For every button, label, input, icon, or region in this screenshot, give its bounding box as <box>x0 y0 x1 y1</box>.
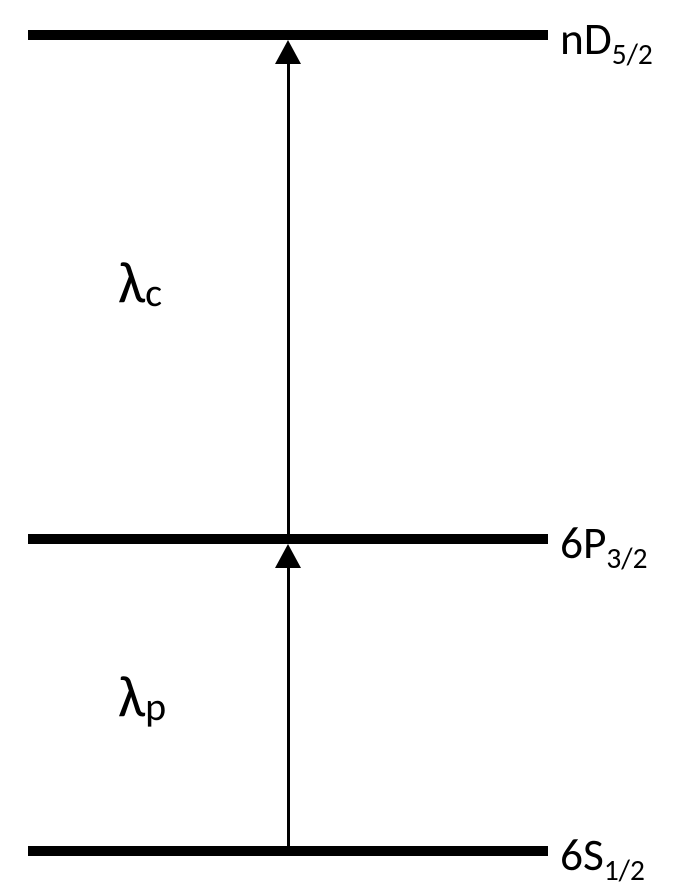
transition-label-lambda_c: λc <box>118 246 162 318</box>
level-label-6S1/2: 6S1/2 <box>560 828 645 888</box>
level-line-6P3/2 <box>28 534 548 544</box>
level-label-sub: 1/2 <box>604 852 645 888</box>
level-label-main: 6S <box>560 828 604 883</box>
level-label-main: nD <box>560 12 612 67</box>
level-label-6P3/2: 6P3/2 <box>560 516 647 576</box>
arrow-shaft-lambda_p <box>287 568 290 846</box>
level-label-main: 6P <box>560 516 606 571</box>
arrow-shaft-lambda_c <box>287 64 290 534</box>
lambda-subscript: c <box>145 268 162 317</box>
level-line-6S1/2 <box>28 846 548 856</box>
level-line-nD5/2 <box>28 30 548 40</box>
lambda-symbol: λ <box>118 246 145 318</box>
lambda-subscript: p <box>145 682 166 731</box>
lambda-symbol: λ <box>118 660 145 732</box>
arrow-head-lambda_c <box>275 40 301 64</box>
level-label-sub: 3/2 <box>606 540 647 576</box>
energy-level-diagram: nD5/26P3/26S1/2λcλp <box>0 0 682 891</box>
level-label-sub: 5/2 <box>612 36 653 72</box>
level-label-nD5/2: nD5/2 <box>560 12 653 72</box>
arrow-head-lambda_p <box>275 544 301 568</box>
transition-label-lambda_p: λp <box>118 660 166 732</box>
